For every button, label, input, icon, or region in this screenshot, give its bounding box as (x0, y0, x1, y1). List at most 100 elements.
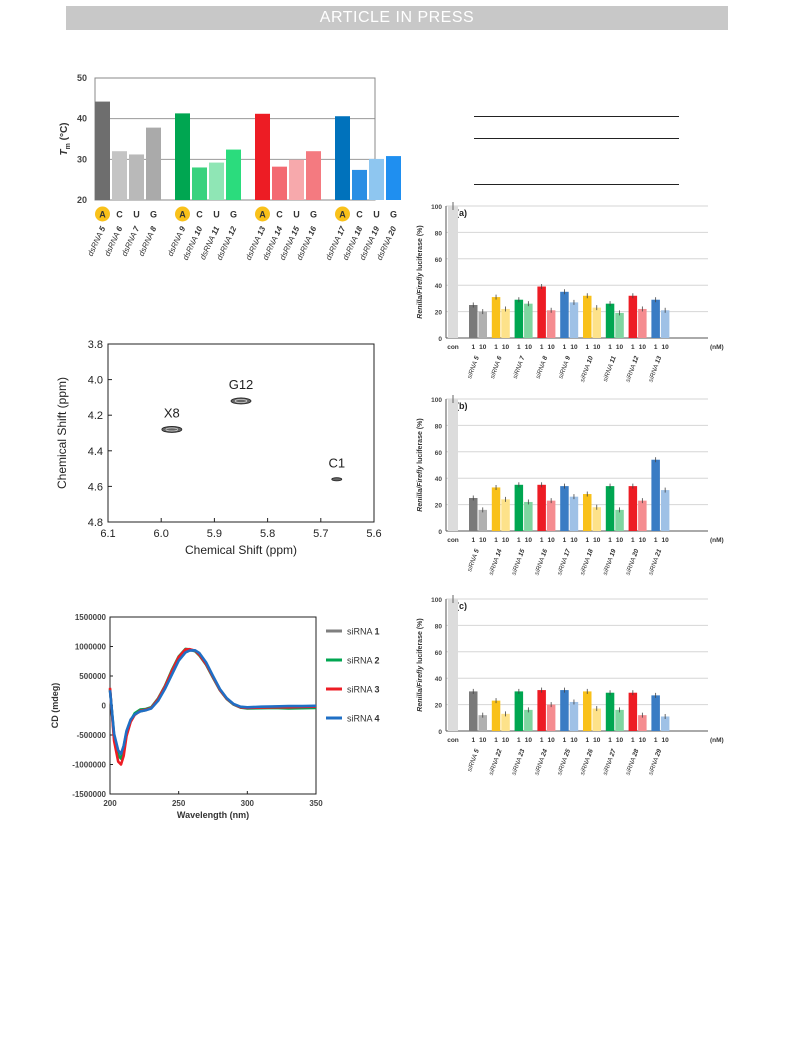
bar (469, 691, 478, 731)
y-tick-label: 60 (435, 650, 443, 657)
dose-label: 1 (631, 737, 635, 744)
nmr-peak (161, 426, 183, 433)
dose-label: 1 (585, 344, 589, 351)
peak-label: X8 (164, 405, 180, 420)
bar (192, 167, 207, 200)
bar (560, 291, 569, 338)
y-tick-label: 20 (435, 310, 443, 317)
bar (537, 484, 546, 531)
article-in-press-banner: ARTICLE IN PRESS (66, 6, 728, 30)
bar (478, 311, 487, 338)
bar (255, 113, 270, 200)
x-tick-label: siRNA 21 (647, 548, 663, 576)
dose-label: 1 (540, 344, 544, 351)
x-tick-label: siRNA 5 (466, 355, 481, 380)
x-tick-label: siRNA 10 (579, 355, 595, 383)
bar (615, 709, 624, 731)
dose-label: 10 (479, 737, 487, 744)
bar (537, 286, 546, 338)
bar (469, 305, 478, 338)
x-tick-label: siRNA 18 (579, 548, 595, 576)
bar (306, 151, 321, 200)
dose-label: 10 (525, 737, 533, 744)
nmr-peak (230, 397, 252, 405)
y-axis-label: Renilla/Firefly luciferase (%) (417, 418, 424, 511)
bar (628, 295, 638, 338)
control-label: con (447, 537, 459, 544)
y-tick-label: 4.4 (88, 446, 103, 458)
x-tick-label: 6.1 (100, 528, 115, 540)
bar (335, 116, 350, 200)
dose-label: 10 (616, 737, 624, 744)
luciferase-panel-a: 0 20 40 60 80 100 Renilla/Firefly luciferase (… (417, 202, 724, 383)
dose-label: 10 (639, 737, 647, 744)
dose-label: 1 (494, 537, 498, 544)
y-axis-label: Renilla/Firefly luciferase (%) (417, 225, 424, 318)
panel-label: (a) (456, 208, 467, 218)
bar (583, 494, 592, 531)
x-tick-label: siRNA 15 (511, 548, 527, 576)
bar (569, 496, 579, 531)
y-tick-label: 3.8 (88, 339, 103, 351)
y-tick-label: 4.8 (88, 517, 103, 529)
bar (501, 713, 510, 731)
bar (112, 151, 127, 200)
y-tick-label: 40 (435, 476, 443, 483)
bar (651, 299, 660, 338)
bar (524, 709, 533, 731)
cd-spectra-chart: 1500000 1000000 500000 0 -500000 -1000000 -150… (50, 613, 380, 820)
y-tick-label: 20 (77, 195, 87, 205)
bar (352, 169, 367, 200)
bar (660, 490, 670, 531)
control-label: con (447, 737, 459, 744)
dose-label: 10 (570, 344, 578, 351)
dose-label: 10 (502, 344, 510, 351)
x-tick-label: siRNA 11 (602, 355, 618, 383)
dose-label: 1 (517, 344, 521, 351)
base-letter: G (310, 210, 317, 220)
y-tick-label: 60 (435, 257, 443, 264)
table-rule-top (474, 116, 679, 117)
base-letter: G (230, 210, 237, 220)
y-axis-label: CD (mdeg) (50, 683, 60, 729)
y-axis-label: Chemical Shift (ppm) (55, 377, 69, 489)
dose-label: 10 (616, 537, 624, 544)
x-tick-label: siRNA 25 (556, 748, 572, 776)
y-tick-label: -1500000 (72, 790, 106, 799)
bar (560, 690, 569, 731)
unit-label: (nM) (710, 344, 724, 351)
bar (501, 499, 510, 531)
dose-label: 10 (502, 737, 510, 744)
highlight-circle (335, 206, 350, 222)
dose-label: 1 (608, 537, 612, 544)
y-tick-label: 100 (431, 597, 442, 604)
legend-label: siRNA 2 (347, 656, 380, 666)
bar (660, 716, 670, 731)
dose-label: 10 (662, 344, 670, 351)
bar (175, 113, 190, 200)
bar (524, 303, 533, 338)
x-tick-label: siRNA 20 (625, 548, 641, 576)
x-tick-label: 300 (241, 799, 255, 808)
panel-label: (b) (456, 401, 468, 411)
base-letter: C (276, 210, 283, 220)
series-line (108, 647, 317, 760)
y-tick-label: 0 (438, 529, 442, 536)
base-letter: U (133, 210, 140, 220)
y-tick-label: 80 (435, 230, 443, 237)
bar (605, 303, 615, 338)
dose-label: 1 (631, 537, 635, 544)
bar (272, 166, 287, 200)
dose-label: 1 (608, 344, 612, 351)
bar (226, 149, 241, 200)
x-tick-label: siRNA 29 (647, 748, 663, 776)
series-line (108, 648, 317, 756)
control-label: con (447, 344, 459, 351)
x-tick-label: siRNA 13 (647, 355, 663, 383)
base-letter: C (356, 210, 363, 220)
plot-frame (107, 343, 375, 523)
highlight-circle (175, 206, 190, 222)
base-letter: A (179, 210, 186, 220)
dose-label: 1 (517, 737, 521, 744)
y-tick-label: 40 (435, 676, 443, 683)
